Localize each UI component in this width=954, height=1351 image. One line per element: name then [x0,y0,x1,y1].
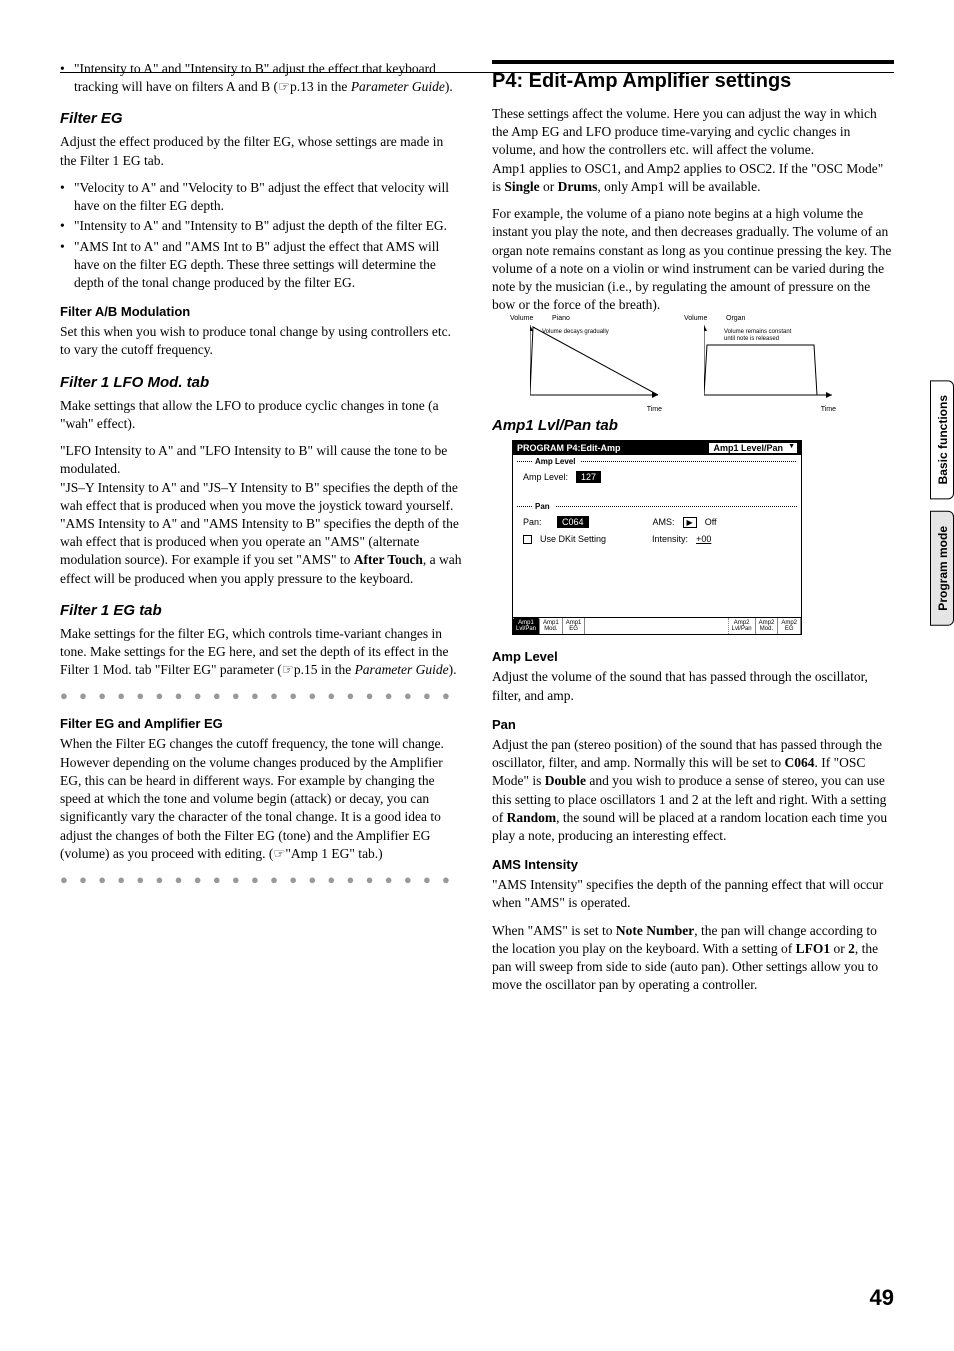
scr-dkit-label: Use DKit Setting [540,534,606,544]
p-filter-eg: Adjust the effect produced by the filter… [60,133,462,169]
p-lfo-2: "LFO Intensity to A" and "LFO Intensity … [60,442,462,588]
scr-title-left: PROGRAM P4:Edit-Amp [517,443,621,453]
scr-tab-1: Amp1Mod. [540,618,563,634]
scr-ams-value: Off [705,517,717,527]
right-column: P4: Edit-Amp Amplifier settings These se… [492,60,894,1003]
env-volume-label-2: Volume [684,315,707,322]
scr-pan-value: C064 [557,516,589,528]
scr-tabs: Amp1Lvl/Pan Amp1Mod. Amp1EG Amp2Lvl/Pan … [513,617,801,634]
scr-tab-4: Amp2Mod. [756,618,779,634]
p-filter-amp-eg: When the Filter EG changes the cutoff fr… [60,735,462,863]
scr-sec-amplevel: Amp Level [513,455,801,468]
scr-intensity-label: Intensity: [652,534,688,544]
heading-filter-amp-eg: Filter EG and Amplifier EG [60,716,462,731]
bullet-ams-int: "AMS Int to A" and "AMS Int to B" adjust… [60,238,462,293]
scr-ams-label: AMS: [653,517,675,527]
env-volume-label: Volume [510,315,533,322]
scr-intensity-value: +00 [696,534,711,544]
env-time-label-2: Time [821,406,836,413]
scr-ams-dropdown-icon: ▶ [683,517,697,528]
lcd-screenshot: PROGRAM P4:Edit-Amp Amp1 Level/Pan Amp L… [512,440,802,635]
p-p4-example: For example, the volume of a piano note … [492,205,894,314]
scr-row-dkit: Use DKit Setting Intensity: +00 [513,531,801,547]
bullet-intensity-ab: "Intensity to A" and "Intensity to B" ad… [60,60,462,96]
side-tab-basic: Basic functions [930,380,954,499]
p-pan: Adjust the pan (stereo position) of the … [492,736,894,845]
env-organ-svg [704,325,834,401]
env-piano: Volume Piano Volume decays gradually Tim… [512,323,662,403]
scr-row-amplevel: Amp Level: 127 [513,468,801,486]
envelope-diagram: Volume Piano Volume decays gradually Tim… [512,323,894,403]
heading-amplevel: Amp Level [492,649,894,664]
env-organ-title: Organ [726,315,745,322]
p-filter-ab-mod: Set this when you wish to produce tonal … [60,323,462,359]
side-tab-program: Program mode [930,511,954,626]
heading-filter-eg: Filter EG [60,110,462,127]
env-piano-title: Piano [552,315,570,322]
p-p4-intro: These settings affect the volume. Here y… [492,105,894,196]
scr-sec-pan: Pan [513,500,801,513]
heading-filter1-eg: Filter 1 EG tab [60,602,462,619]
p-ams-1: "AMS Intensity" specifies the depth of t… [492,876,894,912]
env-organ: Volume Organ Volume remains constantunti… [686,323,836,403]
page-number: 49 [870,1285,894,1311]
dot-separator-top: ● ● ● ● ● ● ● ● ● ● ● ● ● ● ● ● ● ● ● ● … [60,688,462,704]
scr-titlebar: PROGRAM P4:Edit-Amp Amp1 Level/Pan [513,441,801,455]
heading-filter-ab-mod: Filter A/B Modulation [60,304,462,319]
section-bar [492,60,894,64]
bullet-velocity: "Velocity to A" and "Velocity to B" adju… [60,179,462,215]
p-lfo-1: Make settings that allow the LFO to prod… [60,397,462,433]
scr-tab-2: Amp1EG [563,618,586,634]
heading-pan: Pan [492,717,894,732]
heading-ams-intensity: AMS Intensity [492,857,894,872]
scr-tab-5: Amp2EG [778,618,801,634]
left-column: "Intensity to A" and "Intensity to B" ad… [60,60,462,1003]
heading-amp1-lvlpan: Amp1 Lvl/Pan tab [492,417,894,434]
bullet-intensity: "Intensity to A" and "Intensity to B" ad… [60,217,462,235]
side-tabs: Basic functions Program mode [930,380,954,638]
env-time-label: Time [647,406,662,413]
scr-tab-3: Amp2Lvl/Pan [729,618,756,634]
scr-pan-label: Pan: [523,517,549,527]
scr-dkit-checkbox [523,535,532,544]
p-ams-2: When "AMS" is set to Note Number, the pa… [492,922,894,995]
dot-separator-bottom: ● ● ● ● ● ● ● ● ● ● ● ● ● ● ● ● ● ● ● ● … [60,872,462,888]
scr-tab-0: Amp1Lvl/Pan [513,618,540,634]
env-piano-svg [530,325,660,401]
scr-row-pan: Pan: C064 AMS: ▶ Off [513,513,801,531]
scr-amplevel-value: 127 [576,471,601,483]
heading-p4: P4: Edit-Amp Amplifier settings [492,70,894,93]
page-content: "Intensity to A" and "Intensity to B" ad… [0,0,954,1043]
heading-filter1-lfo: Filter 1 LFO Mod. tab [60,374,462,391]
p-amplevel: Adjust the volume of the sound that has … [492,668,894,704]
scr-amplevel-label: Amp Level: [523,472,568,482]
p-filter1-eg: Make settings for the filter EG, which c… [60,625,462,680]
scr-title-right: Amp1 Level/Pan [709,443,797,453]
